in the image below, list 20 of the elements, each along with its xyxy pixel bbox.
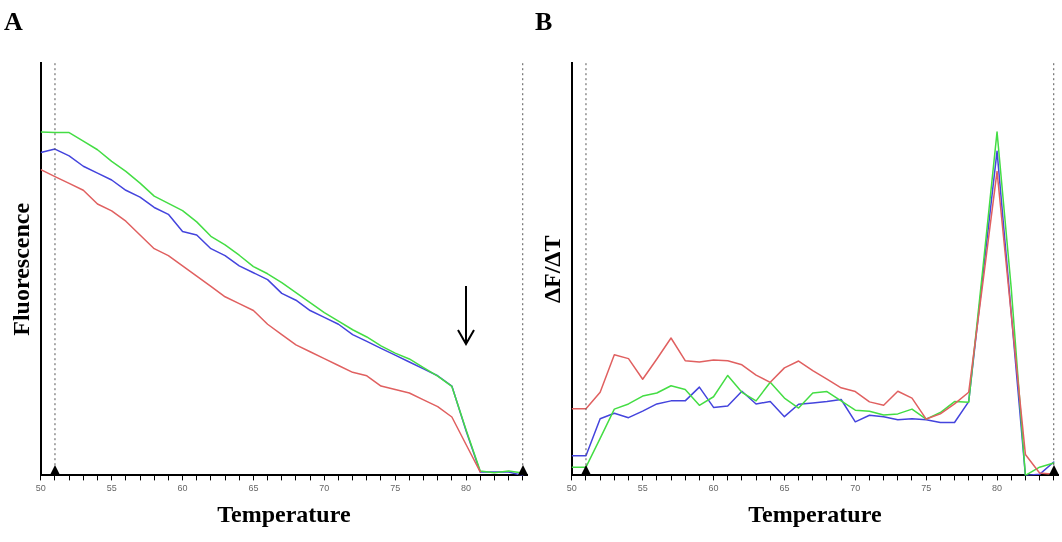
x-tick-label: 60: [177, 483, 188, 494]
x-tick-label: 65: [779, 483, 790, 494]
x-tick-label: 80: [992, 483, 1003, 494]
x-tick-label: 50: [566, 483, 577, 494]
x-tick-label: 55: [106, 483, 117, 494]
x-tick-label: 80: [461, 483, 472, 494]
y-axis-title: ΔF/ΔT: [538, 235, 565, 304]
chart-title: A: [4, 7, 23, 37]
x-tick-label: 75: [390, 483, 401, 494]
x-axis-title: Temperature: [748, 500, 882, 527]
x-tick-label: 70: [850, 483, 861, 494]
x-tick-label: 70: [319, 483, 330, 494]
x-tick-label: 50: [35, 483, 46, 494]
y-axis-title: Fluorescence: [7, 202, 34, 336]
x-tick-label: 55: [637, 483, 648, 494]
x-axis-title: Temperature: [217, 500, 351, 527]
x-tick-label: 60: [708, 483, 719, 494]
x-tick-label: 65: [248, 483, 259, 494]
x-tick-label: 75: [921, 483, 932, 494]
chart-title: B: [535, 7, 553, 37]
